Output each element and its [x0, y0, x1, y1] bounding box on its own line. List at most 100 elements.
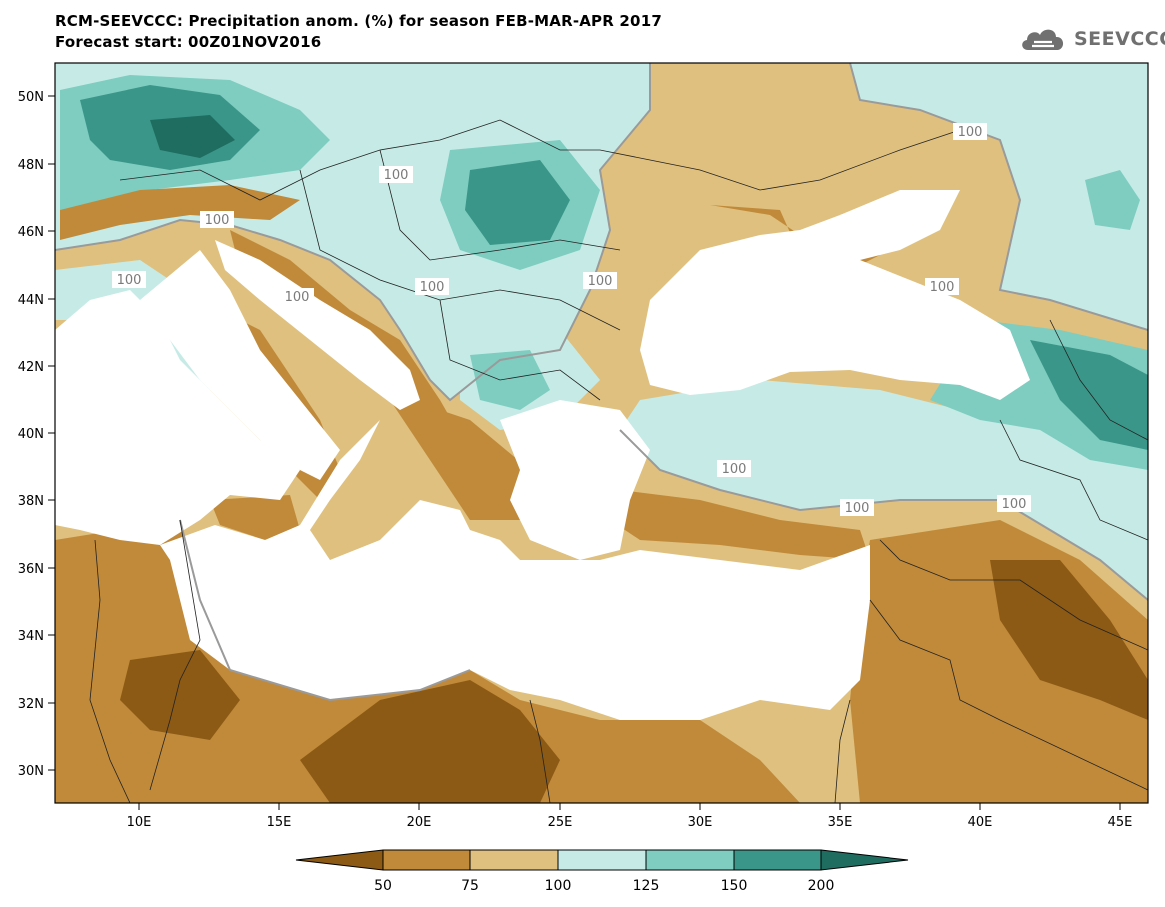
alps-south-brown	[60, 185, 300, 240]
colorbar-segment	[820, 849, 909, 871]
lon-label: 45E	[1108, 815, 1133, 830]
north-africa-brown	[55, 520, 800, 803]
contour-label: 100	[379, 166, 413, 183]
border-line	[999, 419, 1148, 541]
border-line	[834, 699, 851, 803]
balkan-teal-mid	[470, 350, 550, 410]
lat-label: 32N	[18, 697, 44, 712]
alps-darkest	[150, 115, 235, 158]
logo-text: SEEVCCC	[1074, 28, 1165, 50]
contour-label: 100	[112, 271, 146, 288]
lat-label: 30N	[18, 764, 44, 779]
border-line	[119, 119, 651, 201]
border-line	[869, 599, 1148, 791]
cloud-icon	[1022, 29, 1064, 50]
svg-text:100: 100	[117, 273, 142, 288]
colorbar-label: 150	[721, 878, 748, 894]
colorbar-segment	[469, 849, 559, 871]
lat-labels: 50N 48N 46N 44N 42N 40N 38N 36N 34N 32N …	[18, 90, 44, 779]
contour-label: 100	[717, 460, 751, 477]
map-title: RCM-SEEVCCC: Precipitation anom. (%) for…	[55, 12, 662, 30]
border-line	[149, 519, 201, 791]
contour-line-north-africa	[179, 519, 471, 702]
svg-text:100: 100	[588, 274, 613, 289]
lon-labels: 10E 15E 20E 25E 30E 35E 40E 45E	[127, 815, 1133, 830]
mediterranean-sea	[55, 290, 300, 545]
aegean-sea	[500, 400, 650, 560]
border-line	[1049, 319, 1148, 441]
country-borders	[89, 119, 1148, 803]
tyrrhenian-sea	[140, 250, 340, 480]
black-sea	[640, 190, 1030, 400]
carpathian-dark	[465, 160, 570, 245]
svg-text:100: 100	[845, 501, 870, 516]
lat-label: 36N	[18, 562, 44, 577]
contour-labels: 100 100 100 100 100 100 100 100 100 100 …	[112, 123, 1031, 516]
seevccc-logo: SEEVCCC	[1018, 22, 1165, 56]
contour-label: 100	[953, 123, 987, 140]
lon-label: 20E	[407, 815, 432, 830]
lat-label: 50N	[18, 90, 44, 105]
svg-text:100: 100	[384, 168, 409, 183]
colorbar-label: 75	[461, 878, 479, 894]
colorbar-labels: 50 75 100 125 150 200	[374, 878, 834, 894]
lat-label: 40N	[18, 427, 44, 442]
lon-label: 10E	[127, 815, 152, 830]
ne-teal-blob	[1085, 170, 1140, 230]
greece-brown	[410, 400, 530, 520]
svg-text:100: 100	[722, 462, 747, 477]
sicily-brown	[210, 495, 300, 540]
adriatic-sea	[215, 240, 420, 410]
ne-teal-region	[850, 63, 1148, 330]
map-plot-area: 100 100 100 100 100 100 100 100 100 100 …	[55, 63, 1148, 803]
svg-text:100: 100	[420, 280, 445, 295]
lat-label: 44N	[18, 293, 44, 308]
colorbar-segment	[645, 849, 735, 871]
seas	[55, 190, 1030, 720]
border-line	[879, 539, 1148, 651]
lat-label: 38N	[18, 494, 44, 509]
border-line	[649, 129, 961, 191]
lon-label: 40E	[968, 815, 993, 830]
contour-label: 100	[280, 288, 314, 305]
colorbar-segment	[295, 849, 384, 871]
svg-text:100: 100	[958, 125, 983, 140]
lat-label: 46N	[18, 225, 44, 240]
border-line	[529, 699, 551, 803]
border-line	[379, 149, 621, 261]
lon-label: 25E	[548, 815, 573, 830]
contour-label: 100	[200, 211, 234, 228]
contour-label: 100	[997, 495, 1031, 512]
central-med	[160, 420, 870, 720]
svg-text:100: 100	[205, 213, 230, 228]
contour-label: 100	[415, 278, 449, 295]
colorbar-segment	[733, 849, 822, 871]
colorbar-label: 200	[808, 878, 835, 894]
colorbar-label: 100	[545, 878, 572, 894]
border-line	[439, 299, 601, 401]
contour-label: 100	[840, 499, 874, 516]
north-africa-dark	[300, 680, 560, 803]
svg-text:100: 100	[285, 290, 310, 305]
turkey-south-brown	[610, 490, 870, 560]
caucasus-dark	[1030, 340, 1148, 450]
border-line	[89, 539, 131, 803]
lat-label: 34N	[18, 629, 44, 644]
svg-text:100: 100	[1002, 497, 1027, 512]
contour-label: 100	[925, 278, 959, 295]
lon-label: 35E	[828, 815, 853, 830]
contour-line-ne	[849, 63, 1148, 331]
contour-label: 100	[583, 272, 617, 289]
lat-label: 48N	[18, 158, 44, 173]
lat-label: 42N	[18, 360, 44, 375]
colorbar-label: 50	[374, 878, 392, 894]
colorbar-segment	[382, 849, 471, 871]
lon-label: 15E	[267, 815, 292, 830]
iraq-dark	[990, 560, 1148, 720]
lat-axis	[48, 95, 55, 771]
colorbar	[295, 849, 909, 871]
forecast-start-subtitle: Forecast start: 00Z01NOV2016	[55, 33, 322, 51]
svg-text:100: 100	[930, 280, 955, 295]
lon-axis	[138, 803, 1121, 810]
